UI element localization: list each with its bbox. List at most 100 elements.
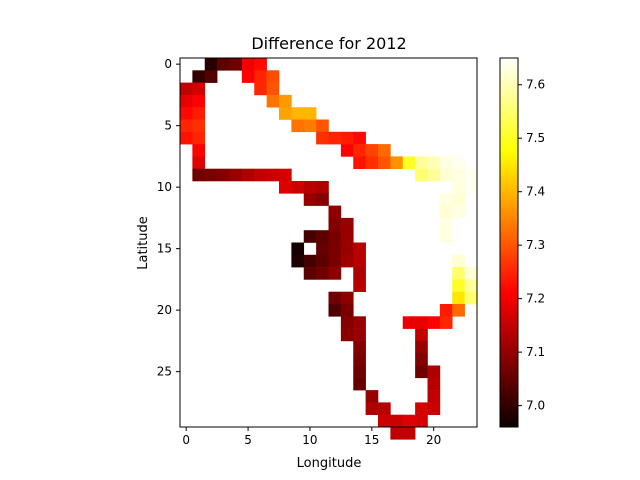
x-tick-label: 5 xyxy=(244,433,252,447)
heatmap-cell xyxy=(427,390,441,403)
heatmap-cell xyxy=(340,304,354,317)
y-tick-label: 10 xyxy=(157,180,172,194)
heatmap-cell xyxy=(217,58,230,71)
heatmap-cell xyxy=(353,328,366,342)
heatmap-cell xyxy=(415,156,428,169)
heatmap-cell xyxy=(439,230,453,243)
x-tick-label: 15 xyxy=(364,433,379,447)
heatmap-cell xyxy=(439,217,453,231)
heatmap-cell xyxy=(402,427,416,440)
heatmap-cell xyxy=(192,156,206,169)
heatmap-cell xyxy=(427,377,441,391)
y-tick-label: 20 xyxy=(157,303,172,317)
heatmap-cell xyxy=(340,230,354,243)
heatmap-cell xyxy=(353,340,366,354)
heatmap-cell xyxy=(439,316,453,329)
heatmap-cell xyxy=(452,279,465,292)
heatmap-cell xyxy=(328,217,342,231)
heatmap-cell xyxy=(378,414,391,428)
heatmap-cell xyxy=(340,328,354,342)
heatmap-cell xyxy=(266,70,280,83)
colorbar xyxy=(499,57,519,428)
y-tick-label: 0 xyxy=(164,57,172,71)
heatmap-cell xyxy=(390,156,404,169)
heatmap-cell xyxy=(415,402,428,415)
heatmap-cell xyxy=(192,144,206,157)
heatmap-cell xyxy=(353,377,366,391)
heatmap-cell xyxy=(328,304,342,317)
heatmap-cell xyxy=(328,291,342,305)
heatmap-cell xyxy=(378,144,391,157)
x-tick-label: 0 xyxy=(182,433,190,447)
heatmap-cell xyxy=(340,242,354,256)
heatmap-cell xyxy=(402,156,416,169)
heatmap-cell xyxy=(353,365,366,379)
heatmap-cell xyxy=(192,119,206,133)
heatmap-cell xyxy=(365,402,379,415)
heatmap-cell xyxy=(192,70,206,83)
heatmap-cell xyxy=(353,254,366,268)
heatmap-cell xyxy=(316,193,329,206)
heatmap-cell xyxy=(291,119,305,133)
chart-title: Difference for 2012 xyxy=(251,34,406,53)
colorbar-tick-label: 7.4 xyxy=(526,185,545,199)
heatmap-cell xyxy=(365,156,379,169)
heatmap-cell xyxy=(464,181,478,194)
heatmap-cell xyxy=(452,267,465,280)
heatmap-cell xyxy=(266,94,280,108)
heatmap-cell xyxy=(353,131,366,145)
heatmap-cell xyxy=(452,205,465,219)
heatmap-cell xyxy=(303,230,317,243)
heatmap-cell xyxy=(192,131,206,145)
heatmap-cell xyxy=(365,144,379,157)
heatmap-cell xyxy=(452,156,465,169)
plot-frame xyxy=(179,57,478,428)
heatmap-cell xyxy=(439,205,453,219)
heatmap-cell xyxy=(365,390,379,403)
y-tick-label: 5 xyxy=(164,119,172,133)
heatmap-cell xyxy=(204,168,218,182)
x-tick-label: 10 xyxy=(302,433,317,447)
heatmap-cell xyxy=(192,94,206,108)
heatmap-cell xyxy=(303,107,317,120)
heatmap-cell xyxy=(415,365,428,379)
heatmap-cell xyxy=(180,119,193,133)
heatmap-cell xyxy=(241,70,255,83)
heatmap-cell xyxy=(279,107,292,120)
heatmap-cell xyxy=(378,402,391,415)
heatmap-cells xyxy=(180,58,478,440)
x-axis-label: Longitude xyxy=(297,456,362,471)
heatmap-cell xyxy=(204,70,218,83)
heatmap-cell xyxy=(452,304,465,317)
heatmap-cell xyxy=(402,414,416,428)
heatmap-cell xyxy=(316,119,329,133)
heatmap-cell xyxy=(353,267,366,280)
heatmap-cell xyxy=(452,254,465,268)
heatmap-cell xyxy=(415,316,428,329)
heatmap-cell xyxy=(415,414,428,428)
heatmap-cell xyxy=(279,168,292,182)
heatmap-cell xyxy=(328,242,342,256)
heatmap-cell xyxy=(229,58,243,71)
heatmap-cell xyxy=(180,94,193,108)
heatmap-cell xyxy=(353,316,366,329)
heatmap-cell xyxy=(316,131,329,145)
heatmap-cell xyxy=(291,242,305,256)
colorbar-tick-label: 7.6 xyxy=(526,78,545,92)
heatmap-cell xyxy=(340,131,354,145)
heatmap-cell xyxy=(192,107,206,120)
heatmap-cell xyxy=(241,58,255,71)
y-tick-label: 25 xyxy=(157,365,172,379)
heatmap-cell xyxy=(439,193,453,206)
heatmap-cell xyxy=(303,181,317,194)
heatmap-cell xyxy=(464,168,478,182)
heatmap-cell xyxy=(204,58,218,71)
heatmap-cell xyxy=(180,131,193,145)
heatmap-cell xyxy=(415,328,428,342)
heatmap-cell xyxy=(464,279,478,292)
heatmap-cell xyxy=(229,168,243,182)
heatmap-cell xyxy=(266,82,280,96)
heatmap-cell xyxy=(303,254,317,268)
heatmap-cell xyxy=(340,316,354,329)
